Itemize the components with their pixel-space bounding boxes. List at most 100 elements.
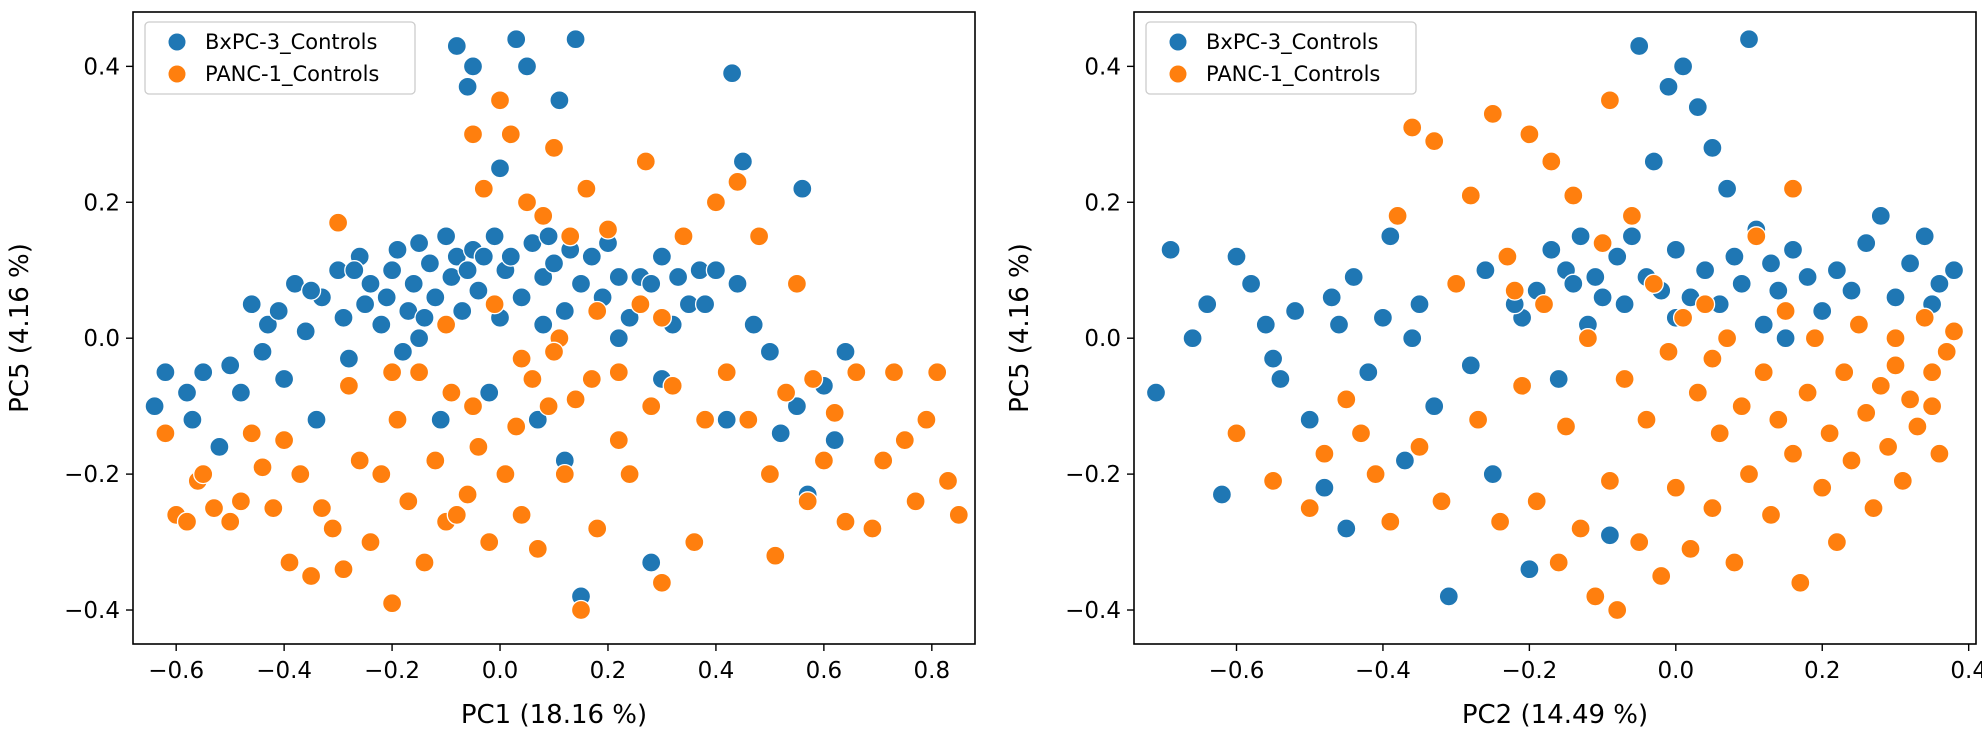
- data-point-bxpc3: [1314, 477, 1335, 498]
- data-point-panc1: [587, 300, 608, 322]
- data-point-bxpc3: [543, 253, 565, 274]
- data-point-panc1: [1387, 205, 1408, 227]
- x-tick-label: −0.4: [1355, 658, 1411, 684]
- data-point-panc1: [608, 362, 629, 383]
- data-point-bxpc3: [1702, 137, 1723, 159]
- data-point-panc1: [511, 348, 532, 369]
- data-point-panc1: [1511, 375, 1533, 396]
- data-point-bxpc3: [257, 314, 279, 335]
- data-point-panc1: [1350, 423, 1372, 444]
- data-point-bxpc3: [792, 178, 813, 199]
- data-point-bxpc3: [721, 63, 743, 84]
- data-point-bxpc3: [241, 294, 262, 315]
- data-point-panc1: [1892, 470, 1913, 492]
- data-point-panc1: [727, 171, 748, 193]
- data-point-panc1: [398, 491, 419, 512]
- data-point-bxpc3: [1914, 226, 1935, 247]
- data-point-panc1: [230, 491, 252, 512]
- data-point-panc1: [1936, 341, 1957, 362]
- data-point-bxpc3: [1856, 232, 1877, 254]
- data-point-panc1: [1380, 511, 1401, 532]
- data-point-panc1: [1914, 307, 1935, 328]
- x-tick-label: −0.6: [148, 658, 204, 684]
- data-point-panc1: [835, 511, 856, 532]
- data-point-bxpc3: [1629, 35, 1650, 57]
- data-point-panc1: [300, 565, 322, 587]
- data-point-bxpc3: [155, 362, 176, 383]
- data-point-bxpc3: [570, 273, 592, 294]
- data-point-bxpc3: [1724, 246, 1745, 267]
- data-point-bxpc3: [1460, 355, 1481, 376]
- data-point-panc1: [1709, 423, 1730, 444]
- data-point-panc1: [1599, 470, 1621, 492]
- data-point-panc1: [694, 409, 716, 430]
- data-point-bxpc3: [408, 232, 430, 254]
- data-point-panc1: [786, 273, 808, 294]
- data-point-panc1: [1877, 436, 1899, 458]
- data-point-panc1: [705, 192, 727, 213]
- data-point-bxpc3: [516, 56, 538, 77]
- data-point-panc1: [1782, 443, 1804, 464]
- data-point-panc1: [1921, 396, 1943, 417]
- data-point-bxpc3: [1394, 450, 1416, 471]
- data-point-panc1: [263, 497, 284, 519]
- data-point-bxpc3: [651, 246, 673, 267]
- data-point-bxpc3: [1160, 239, 1181, 260]
- data-point-bxpc3: [1321, 287, 1342, 308]
- data-point-panc1: [1336, 389, 1357, 410]
- data-point-bxpc3: [1262, 348, 1284, 369]
- x-axis-ticks: −0.6 −0.4 −0.2 0.0 0.2 0.4 0.6 0.8: [148, 644, 950, 684]
- data-point-panc1: [684, 531, 705, 553]
- data-point-bxpc3: [732, 151, 754, 172]
- data-point-panc1: [873, 450, 894, 471]
- x-tick-label: 0.0: [482, 658, 519, 684]
- data-point-panc1: [1804, 328, 1826, 349]
- data-point-bxpc3: [1716, 178, 1738, 199]
- data-point-panc1: [1460, 185, 1481, 206]
- data-point-bxpc3: [641, 273, 662, 294]
- data-point-panc1: [576, 178, 597, 199]
- data-point-panc1: [1746, 226, 1767, 247]
- data-point-panc1: [425, 450, 446, 471]
- x-tick-label: −0.4: [256, 658, 312, 684]
- legend-marker-bxpc3: [167, 32, 187, 52]
- data-point-panc1: [1629, 531, 1650, 553]
- data-point-bxpc3: [641, 552, 662, 573]
- data-point-bxpc3: [1738, 29, 1760, 50]
- data-point-bxpc3: [1599, 525, 1621, 546]
- data-point-bxpc3: [608, 328, 629, 349]
- data-point-panc1: [1621, 205, 1643, 227]
- data-point-panc1: [1599, 90, 1621, 111]
- data-point-bxpc3: [462, 56, 484, 77]
- data-point-bxpc3: [1870, 205, 1891, 227]
- data-point-panc1: [349, 450, 370, 471]
- data-point-bxpc3: [1929, 273, 1950, 294]
- data-point-bxpc3: [354, 294, 376, 315]
- data-point-bxpc3: [538, 226, 559, 247]
- data-point-panc1: [565, 389, 586, 410]
- data-point-panc1: [587, 518, 608, 539]
- data-point-panc1: [468, 436, 489, 458]
- legend-marker-panc1: [1168, 64, 1188, 84]
- data-point-panc1: [484, 294, 505, 315]
- data-point-panc1: [716, 362, 737, 383]
- data-point-bxpc3: [1775, 328, 1796, 349]
- data-point-bxpc3: [333, 307, 354, 328]
- data-point-panc1: [489, 90, 511, 111]
- data-point-panc1: [1665, 477, 1686, 498]
- data-point-bxpc3: [193, 362, 214, 383]
- data-point-bxpc3: [387, 239, 408, 260]
- data-point-panc1: [1570, 518, 1591, 539]
- data-point-bxpc3: [1299, 409, 1320, 430]
- data-point-bxpc3: [220, 355, 241, 376]
- x-axis-label: PC2 (14.49 %): [1462, 700, 1648, 730]
- y-tick-label: 0.0: [83, 326, 120, 352]
- data-point-bxpc3: [511, 287, 532, 308]
- data-point-bxpc3: [1402, 328, 1423, 349]
- data-point-panc1: [511, 504, 532, 526]
- data-point-bxpc3: [446, 35, 467, 57]
- data-point-panc1: [802, 368, 824, 390]
- x-tick-label: 0.0: [1658, 658, 1695, 684]
- data-point-panc1: [1899, 389, 1921, 410]
- data-point-bxpc3: [295, 321, 316, 342]
